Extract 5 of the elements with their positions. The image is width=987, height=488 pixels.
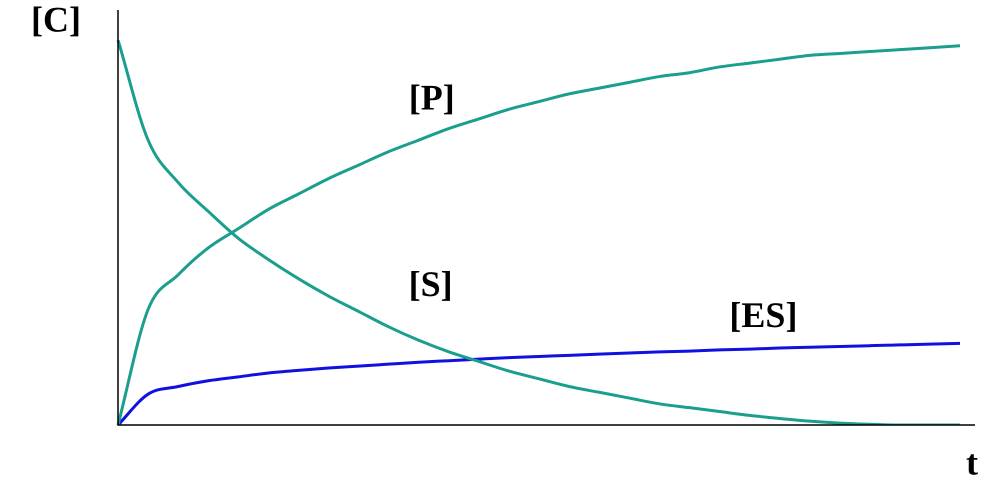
x-axis-title: t [966, 442, 978, 482]
series-label: [ES] [729, 295, 798, 336]
series-label: [P] [408, 77, 455, 118]
series-label: [S] [408, 264, 453, 304]
y-axis-title: [C] [31, 0, 81, 40]
